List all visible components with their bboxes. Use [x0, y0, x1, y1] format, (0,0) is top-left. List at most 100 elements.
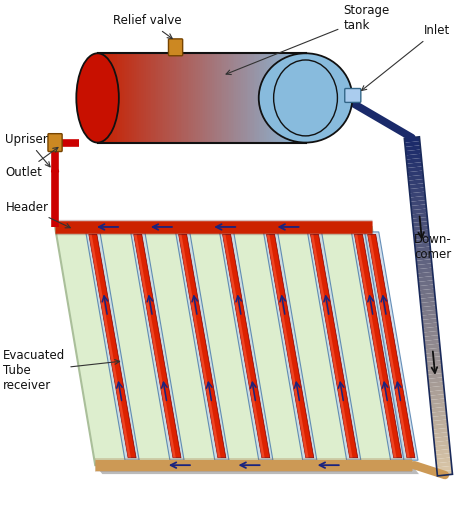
Polygon shape [421, 306, 437, 311]
Polygon shape [131, 232, 184, 460]
Polygon shape [430, 403, 446, 408]
Polygon shape [264, 232, 317, 460]
Polygon shape [408, 170, 423, 176]
Text: Upriser: Upriser [5, 132, 50, 167]
Polygon shape [415, 242, 430, 248]
Text: Storage
tank: Storage tank [226, 4, 390, 74]
Polygon shape [422, 314, 437, 320]
Polygon shape [429, 386, 444, 391]
Polygon shape [310, 234, 358, 458]
Polygon shape [428, 373, 443, 379]
Polygon shape [351, 232, 405, 460]
Polygon shape [415, 246, 430, 252]
Polygon shape [418, 276, 433, 282]
Polygon shape [420, 301, 436, 307]
Polygon shape [431, 407, 446, 412]
Polygon shape [406, 154, 421, 160]
Polygon shape [437, 466, 452, 471]
Polygon shape [412, 221, 428, 227]
Polygon shape [223, 234, 270, 458]
Polygon shape [223, 234, 264, 458]
Polygon shape [422, 323, 438, 328]
Polygon shape [134, 234, 181, 458]
Polygon shape [413, 225, 428, 231]
Text: Down-
comer: Down- comer [414, 233, 452, 261]
Polygon shape [435, 453, 451, 459]
Polygon shape [179, 234, 221, 458]
Polygon shape [406, 149, 421, 155]
Polygon shape [412, 217, 428, 223]
Polygon shape [436, 462, 452, 467]
Text: Inlet: Inlet [362, 24, 450, 90]
Polygon shape [411, 204, 427, 210]
Polygon shape [419, 284, 434, 290]
Polygon shape [432, 415, 447, 421]
Polygon shape [89, 234, 131, 458]
Polygon shape [432, 424, 448, 429]
Polygon shape [410, 192, 425, 198]
Polygon shape [424, 339, 440, 345]
Polygon shape [433, 428, 448, 433]
Polygon shape [437, 470, 453, 476]
FancyBboxPatch shape [345, 89, 361, 103]
Polygon shape [405, 141, 420, 147]
Polygon shape [427, 369, 443, 374]
Polygon shape [425, 348, 440, 353]
Polygon shape [434, 437, 449, 442]
Polygon shape [368, 234, 415, 458]
Polygon shape [426, 356, 441, 362]
Polygon shape [412, 213, 427, 219]
Polygon shape [421, 310, 437, 315]
Polygon shape [435, 445, 450, 450]
FancyBboxPatch shape [168, 39, 182, 56]
Polygon shape [355, 234, 397, 458]
Polygon shape [179, 234, 226, 458]
Polygon shape [410, 200, 426, 206]
Polygon shape [422, 318, 438, 324]
Polygon shape [407, 162, 422, 168]
Polygon shape [404, 137, 420, 143]
Polygon shape [355, 234, 401, 458]
Polygon shape [430, 399, 446, 404]
Polygon shape [266, 234, 309, 458]
Polygon shape [431, 411, 447, 417]
Polygon shape [405, 145, 420, 151]
Polygon shape [429, 394, 445, 400]
Polygon shape [414, 238, 430, 244]
Polygon shape [266, 234, 314, 458]
Polygon shape [411, 208, 427, 214]
Polygon shape [419, 293, 435, 299]
Polygon shape [407, 166, 423, 172]
Polygon shape [423, 327, 438, 332]
Polygon shape [417, 268, 433, 273]
Polygon shape [410, 187, 425, 193]
Polygon shape [408, 175, 424, 181]
Polygon shape [416, 251, 431, 256]
Text: Outlet: Outlet [5, 147, 58, 179]
Polygon shape [409, 183, 424, 189]
Polygon shape [89, 234, 136, 458]
Polygon shape [409, 179, 424, 185]
Polygon shape [434, 441, 449, 446]
Polygon shape [416, 255, 431, 261]
Polygon shape [426, 361, 442, 366]
Polygon shape [55, 227, 412, 465]
Text: Header: Header [5, 201, 70, 228]
Ellipse shape [76, 53, 119, 143]
Polygon shape [420, 297, 436, 303]
Polygon shape [368, 234, 410, 458]
Polygon shape [423, 331, 439, 337]
Polygon shape [308, 232, 361, 460]
Polygon shape [410, 196, 426, 202]
Polygon shape [426, 352, 441, 358]
FancyBboxPatch shape [48, 134, 62, 151]
Polygon shape [417, 263, 432, 269]
Polygon shape [175, 232, 229, 460]
Polygon shape [406, 158, 422, 164]
Polygon shape [95, 465, 419, 474]
Polygon shape [427, 365, 442, 370]
Polygon shape [418, 272, 433, 278]
Polygon shape [419, 280, 434, 286]
Text: Relief valve: Relief valve [113, 14, 182, 38]
Polygon shape [365, 232, 418, 460]
